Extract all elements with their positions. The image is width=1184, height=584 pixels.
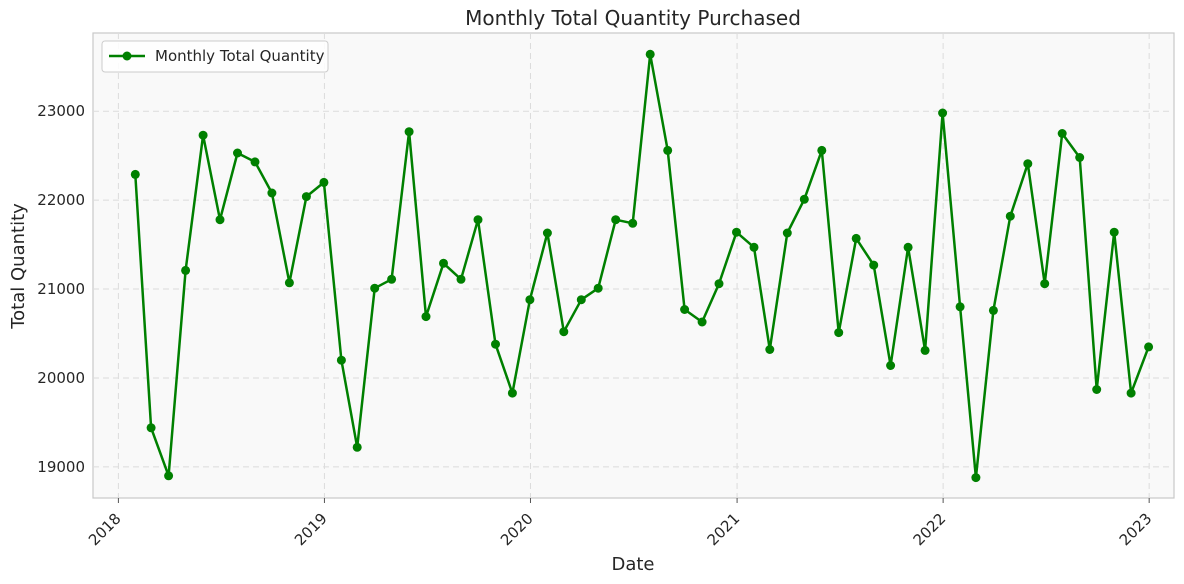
data-point — [181, 265, 191, 275]
data-point — [782, 228, 792, 238]
data-point — [525, 295, 535, 305]
legend-box — [101, 40, 329, 73]
x-axis-label: Date — [611, 554, 654, 575]
data-point — [387, 274, 397, 284]
data-point — [714, 279, 724, 289]
data-point — [421, 312, 431, 322]
data-point — [319, 177, 329, 187]
data-point — [1023, 159, 1033, 169]
chart-title: Monthly Total Quantity Purchased — [465, 6, 801, 30]
y-axis-label: Total Quantity — [8, 203, 29, 330]
data-point — [130, 169, 140, 179]
data-point — [507, 388, 517, 398]
data-point — [164, 471, 174, 481]
data-point — [1057, 129, 1067, 138]
data-point — [903, 242, 913, 252]
data-point — [473, 215, 483, 225]
legend-marker-swatch — [122, 51, 132, 61]
data-point — [799, 194, 809, 204]
data-point — [1126, 388, 1136, 398]
data-point — [404, 127, 414, 137]
data-point — [628, 218, 638, 228]
data-point — [663, 145, 673, 155]
data-point — [1109, 227, 1119, 237]
data-point — [765, 345, 775, 354]
data-point — [559, 327, 569, 337]
legend-label: Monthly Total Quantity — [155, 47, 325, 65]
data-point — [542, 228, 552, 238]
series-line — [134, 53, 1150, 479]
data-point — [988, 305, 998, 315]
data-point — [370, 283, 380, 293]
data-point — [215, 215, 225, 225]
data-point — [697, 317, 707, 327]
data-point — [301, 192, 311, 202]
data-point — [1040, 279, 1050, 289]
y-tick-label: 23000 — [37, 102, 85, 120]
y-tick-label: 20000 — [37, 369, 85, 387]
data-point — [645, 49, 655, 59]
data-point — [749, 242, 759, 252]
data-point — [1075, 153, 1085, 162]
data-point — [869, 260, 879, 270]
data-point — [352, 442, 362, 452]
data-point — [732, 227, 741, 237]
data-point — [680, 305, 690, 314]
plot-area — [92, 32, 1175, 499]
data-point — [834, 328, 844, 338]
legend: Monthly Total Quantity — [101, 40, 329, 73]
data-point — [851, 233, 861, 243]
y-tick-label: 21000 — [37, 280, 85, 298]
data-point — [491, 339, 500, 349]
data-point — [1005, 211, 1015, 221]
data-point — [920, 345, 930, 355]
data-point — [250, 157, 260, 167]
data-point — [955, 302, 965, 312]
data-point — [817, 145, 827, 155]
data-point — [938, 108, 948, 118]
data-point — [233, 148, 242, 158]
data-point — [611, 215, 621, 225]
y-tick-label: 22000 — [37, 191, 85, 209]
data-point — [576, 295, 586, 305]
y-tick-label: 19000 — [37, 458, 85, 476]
series-layer — [130, 49, 1154, 483]
data-point — [146, 423, 156, 433]
data-point — [456, 274, 466, 284]
data-point — [198, 130, 208, 140]
data-point — [1092, 385, 1102, 394]
data-point — [284, 278, 294, 288]
data-point — [439, 258, 448, 268]
data-point — [886, 361, 896, 370]
data-point — [971, 473, 981, 483]
data-point — [336, 355, 346, 365]
data-point — [267, 188, 277, 198]
data-point — [1144, 342, 1154, 352]
data-point — [593, 283, 603, 293]
